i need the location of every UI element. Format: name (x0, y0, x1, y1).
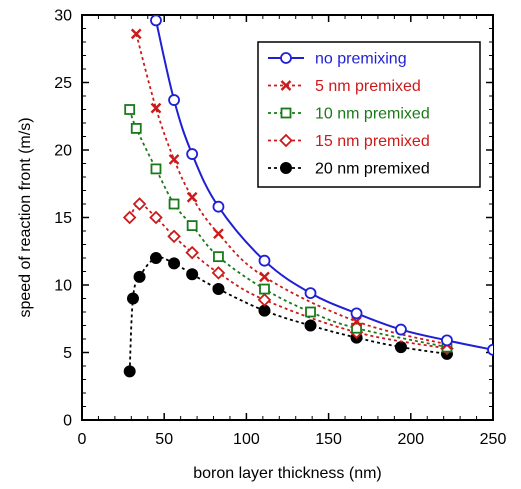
data-point (186, 191, 198, 203)
data-point (123, 365, 136, 378)
data-point (150, 15, 162, 27)
data-point (168, 257, 181, 270)
data-point (351, 316, 362, 327)
data-point (487, 343, 493, 356)
legend-marker (280, 107, 292, 119)
data-point (186, 148, 199, 160)
x-tick-label: 150 (315, 431, 342, 448)
data-point (149, 252, 162, 264)
x-axis-title: boron layer thickness (nm) (193, 465, 382, 482)
legend-item: no premixing (268, 51, 407, 68)
y-tick-label: 25 (54, 75, 72, 92)
data-point (350, 307, 363, 320)
legend-marker (280, 162, 292, 174)
legend-label: 15 nm premixed (315, 133, 430, 150)
data-point (351, 322, 362, 334)
data-point (259, 271, 270, 283)
data-point (213, 228, 224, 240)
series-5 (123, 252, 453, 378)
data-point (126, 292, 139, 305)
data-point (130, 123, 142, 134)
y-tick-label: 15 (54, 210, 72, 227)
x-tick-label: 200 (397, 431, 424, 448)
data-point (133, 270, 146, 283)
data-point (132, 197, 147, 211)
axis-ticks (81, 14, 494, 421)
legend-label: no premixing (315, 51, 407, 68)
data-point (212, 283, 225, 296)
data-point (395, 323, 407, 336)
legend-label: 5 nm premixed (315, 78, 421, 95)
data-point (212, 200, 225, 213)
data-point (150, 163, 162, 175)
legend-marker (279, 133, 293, 148)
data-point (168, 154, 180, 165)
data-series (122, 15, 493, 378)
y-tick-label: 10 (54, 278, 72, 295)
legend-box (257, 41, 481, 188)
data-point (304, 287, 317, 300)
legend-marker (280, 52, 292, 64)
data-point (305, 306, 316, 318)
series-4 (122, 197, 454, 356)
x-tick-label: 0 (78, 431, 87, 448)
data-point (394, 341, 407, 354)
series-1 (150, 15, 493, 356)
legend-label: 10 nm premixed (315, 106, 430, 123)
series-line (128, 256, 448, 372)
legend-label: 20 nm premixed (315, 161, 430, 178)
data-point (441, 334, 453, 347)
y-tick-label: 20 (54, 143, 72, 160)
data-point (259, 283, 270, 295)
x-tick-label: 250 (480, 431, 507, 448)
data-point (258, 254, 271, 267)
x-tick-label: 50 (155, 431, 173, 448)
legend-item: 10 nm premixed (268, 106, 430, 123)
data-point (186, 268, 199, 281)
legend-item: 15 nm premixed (268, 133, 430, 150)
data-point (168, 94, 180, 106)
data-point (167, 229, 181, 244)
data-point (150, 102, 162, 114)
data-point (124, 104, 136, 115)
legend-items: no premixing 5 nm premixed 10 nm premixed 1… (268, 51, 430, 178)
data-point (149, 210, 163, 225)
data-point (168, 198, 180, 210)
legend-item: 5 nm premixed (268, 78, 421, 95)
data-point (258, 304, 271, 317)
axis-tick-labels: 0 50 100 150 200 250 0 5 10 15 20 25 30 (54, 8, 506, 449)
data-point (211, 266, 226, 280)
legend-item: 20 nm premixed (268, 161, 430, 178)
legend: no premixing 5 nm premixed 10 nm premixed 1… (257, 41, 481, 188)
data-point (185, 245, 199, 260)
data-point (304, 319, 317, 332)
data-point (186, 220, 198, 232)
series-line (128, 109, 448, 348)
y-tick-label: 30 (54, 8, 72, 25)
y-tick-label: 0 (63, 413, 72, 430)
series-3 (124, 104, 453, 353)
data-point (257, 293, 272, 307)
data-point (130, 28, 142, 40)
legend-marker (280, 80, 292, 91)
data-point (213, 251, 224, 263)
y-axis-title: speed of reaction front (m/s) (17, 117, 34, 317)
x-tick-label: 100 (233, 431, 260, 448)
series-line (155, 20, 493, 351)
data-point (122, 210, 137, 225)
y-tick-label: 5 (63, 345, 72, 362)
